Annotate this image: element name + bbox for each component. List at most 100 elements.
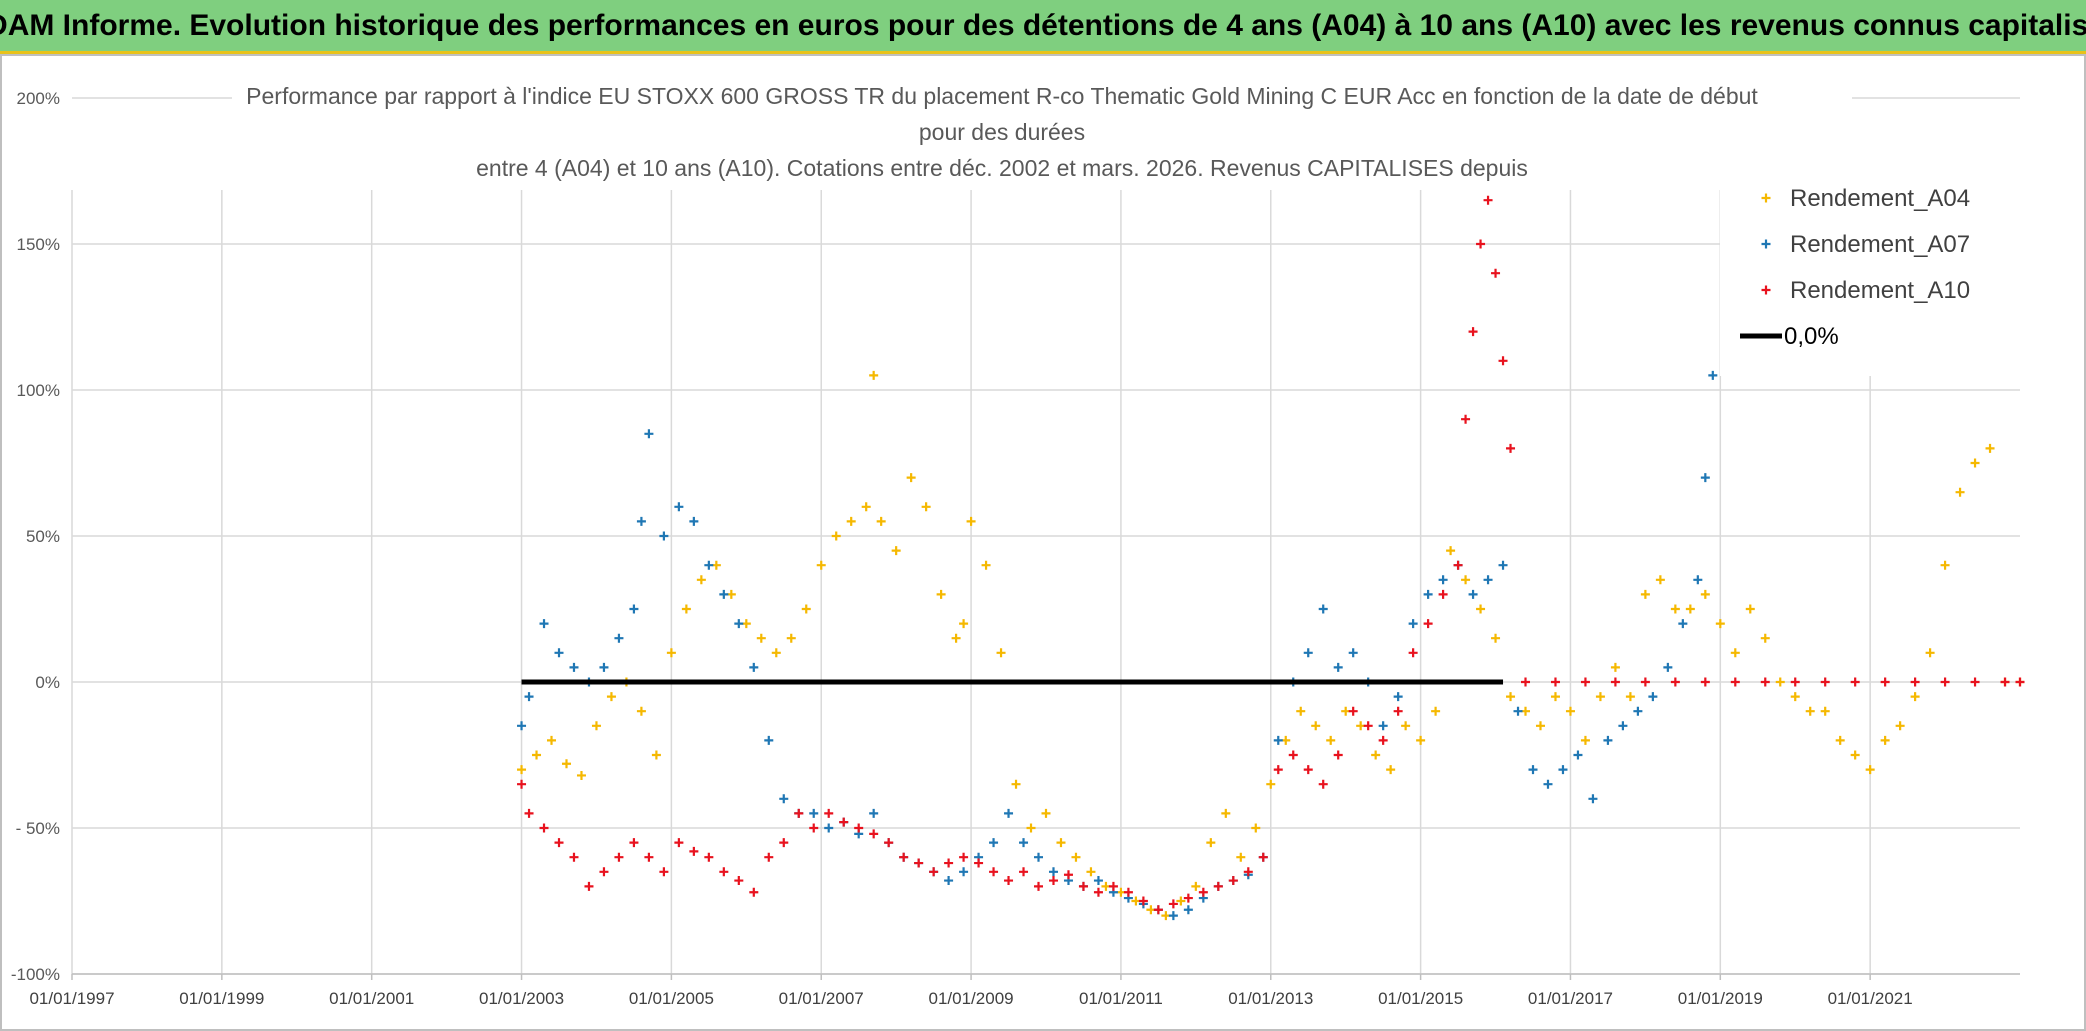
chart-frame: 200% 150% 100% 50% 0% - 50% -100% 01/01/1997 01/… xyxy=(0,54,2086,1031)
series-Rendement_A10 xyxy=(517,195,2025,915)
data-point xyxy=(809,823,819,833)
x-tick-label: 01/01/2001 xyxy=(329,989,414,1008)
data-point xyxy=(1640,589,1650,599)
data-point xyxy=(869,808,879,818)
data-point xyxy=(614,633,624,643)
data-point xyxy=(1183,893,1193,903)
data-point xyxy=(1019,838,1029,848)
series-Rendement_A07 xyxy=(517,370,1718,921)
data-point xyxy=(1910,692,1920,702)
data-point xyxy=(1715,619,1725,629)
axes: 200% 150% 100% 50% 0% - 50% -100% 01/01/1997 01/… xyxy=(11,89,2020,1008)
data-point xyxy=(1333,750,1343,760)
data-point xyxy=(884,838,894,848)
data-point xyxy=(1408,648,1418,658)
data-point xyxy=(1483,195,1493,205)
data-point xyxy=(1191,881,1201,891)
data-point xyxy=(989,838,999,848)
data-point xyxy=(1138,896,1148,906)
data-point xyxy=(1760,633,1770,643)
data-point xyxy=(1633,706,1643,716)
data-point xyxy=(1333,662,1343,672)
data-point xyxy=(1078,881,1088,891)
data-point xyxy=(734,619,744,629)
data-point xyxy=(779,838,789,848)
data-point xyxy=(1311,721,1321,731)
data-point xyxy=(1730,677,1740,687)
data-point xyxy=(1371,750,1381,760)
data-point xyxy=(1865,765,1875,775)
data-point xyxy=(629,604,639,614)
data-point xyxy=(1004,808,1014,818)
data-point xyxy=(1610,662,1620,672)
data-point xyxy=(861,502,871,512)
data-point xyxy=(1093,876,1103,886)
x-tick-label: 01/01/2015 xyxy=(1378,989,1463,1008)
data-point xyxy=(771,648,781,658)
data-point xyxy=(981,560,991,570)
data-point xyxy=(1760,677,1770,687)
data-point xyxy=(517,779,527,789)
data-point xyxy=(1745,604,1755,614)
data-point xyxy=(719,589,729,599)
chart-title-line: Performance par rapport à l'indice EU ST… xyxy=(246,83,1758,109)
data-point xyxy=(636,706,646,716)
legend-label: Rendement_A04 xyxy=(1790,185,1970,212)
data-point xyxy=(869,370,879,380)
data-point xyxy=(539,823,549,833)
data-point xyxy=(929,867,939,877)
data-point xyxy=(599,662,609,672)
x-tick-label: 01/01/1999 xyxy=(179,989,264,1008)
data-point xyxy=(554,838,564,848)
y-tick-label: - 50% xyxy=(16,819,60,838)
data-point xyxy=(1168,899,1178,909)
data-point xyxy=(1580,677,1590,687)
data-point xyxy=(1640,677,1650,687)
data-point xyxy=(816,560,826,570)
data-point xyxy=(1123,887,1133,897)
data-point xyxy=(1970,677,1980,687)
data-point xyxy=(1326,735,1336,745)
data-point xyxy=(1168,911,1178,921)
data-point xyxy=(2015,677,2025,687)
chart-title-line: entre 4 (A04) et 10 ans (A10). Cotations… xyxy=(476,155,1528,181)
data-point xyxy=(779,794,789,804)
data-point xyxy=(524,808,534,818)
data-point xyxy=(1985,443,1995,453)
data-point xyxy=(599,867,609,877)
data-point xyxy=(659,867,669,877)
data-point xyxy=(1895,721,1905,731)
data-point xyxy=(666,648,676,658)
data-point xyxy=(1700,677,1710,687)
data-point xyxy=(644,429,654,439)
data-point xyxy=(996,648,1006,658)
legend-label: Rendement_A07 xyxy=(1790,231,1970,258)
data-point xyxy=(1288,750,1298,760)
data-point xyxy=(1273,735,1283,745)
data-point xyxy=(906,473,916,483)
data-point xyxy=(1730,648,1740,658)
data-point xyxy=(1880,735,1890,745)
data-point xyxy=(1019,867,1029,877)
data-point xyxy=(584,881,594,891)
report-banner-title: ADAM Informe. Evolution historique des p… xyxy=(0,8,2086,42)
data-point xyxy=(764,852,774,862)
data-point xyxy=(591,721,601,731)
data-point xyxy=(1266,779,1276,789)
legend-swatch xyxy=(1761,239,1771,249)
data-point xyxy=(1303,765,1313,775)
x-tick-label: 01/01/1997 xyxy=(29,989,114,1008)
x-tick-label: 01/01/2017 xyxy=(1528,989,1613,1008)
data-point xyxy=(1363,721,1373,731)
data-point xyxy=(1506,443,1516,453)
x-tick-label: 01/01/2019 xyxy=(1678,989,1763,1008)
data-point xyxy=(1498,560,1508,570)
data-point xyxy=(734,876,744,886)
data-point xyxy=(854,823,864,833)
data-point xyxy=(651,750,661,760)
report-banner: ADAM Informe. Evolution historique des p… xyxy=(0,0,2086,54)
data-point xyxy=(1041,808,1051,818)
data-point xyxy=(936,589,946,599)
data-point xyxy=(1153,905,1163,915)
data-point xyxy=(614,852,624,862)
